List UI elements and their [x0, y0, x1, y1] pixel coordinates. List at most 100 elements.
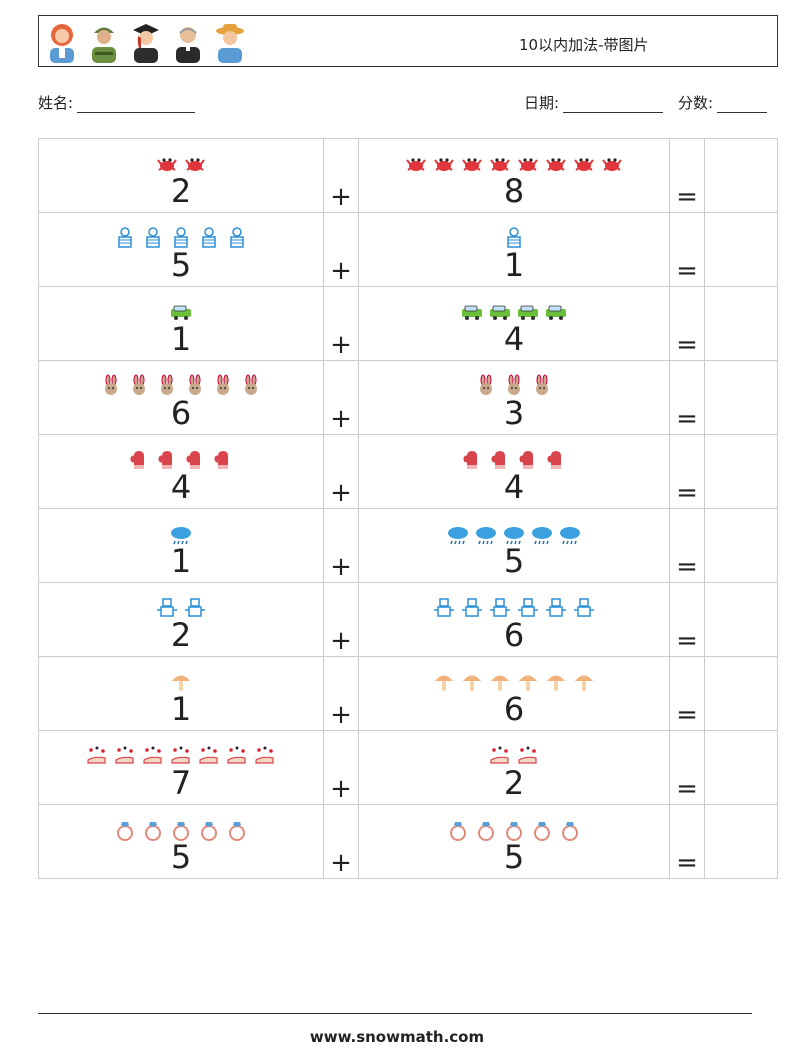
mitten-icon [130, 451, 144, 469]
sheet-title: 10以内加法-带图片 [519, 36, 649, 54]
addend-a: 1 [170, 320, 192, 358]
robot-icon [462, 598, 482, 617]
problem-row: 1 + 6 = [38, 656, 778, 731]
problem-row: 2 + 8 = [38, 138, 778, 213]
addend-a: 5 [170, 838, 192, 876]
addend-b-icons [359, 669, 669, 695]
crab-icon [462, 158, 482, 171]
score-blank[interactable] [717, 96, 768, 113]
answer-cell[interactable] [704, 360, 778, 435]
answer-cell[interactable] [704, 286, 778, 361]
addend-a-icons [39, 743, 323, 769]
addend-a-icons [39, 151, 323, 177]
magic-hand-icon [143, 746, 162, 764]
rain-cloud-icon [504, 527, 524, 545]
equals-sign: = [669, 212, 705, 287]
addend-a: 5 [170, 246, 192, 284]
addend-a-icons [39, 521, 323, 547]
magic-hand-icon [87, 746, 106, 764]
farmer-icon [216, 24, 244, 63]
addend-b-cell: 1 [358, 212, 670, 287]
addend-b-cell: 6 [358, 656, 670, 731]
addend-a-icons [39, 669, 323, 695]
answer-cell[interactable] [704, 582, 778, 657]
addend-b-icons [359, 151, 669, 177]
header-box: 10以内加法-带图片 [38, 15, 778, 67]
robot-icon [518, 598, 538, 617]
equals-sign: = [669, 582, 705, 657]
rain-cloud-icon [476, 527, 496, 545]
problem-row: 1 + 5 = [38, 508, 778, 583]
mushroom-icon [463, 675, 481, 691]
addend-b: 8 [503, 172, 525, 210]
plus-sign: + [323, 656, 359, 731]
addend-a-cell: 1 [38, 286, 324, 361]
ring-icon [562, 822, 578, 841]
addend-a-cell: 4 [38, 434, 324, 509]
addend-b: 3 [503, 394, 525, 432]
equals-sign: = [669, 138, 705, 213]
plus-sign: + [323, 730, 359, 805]
graduate-icon [133, 24, 159, 63]
robot-girl-icon [146, 227, 160, 248]
equals-sign: = [669, 434, 705, 509]
problem-row: 2 + 6 = [38, 582, 778, 657]
rabbit-icon [189, 374, 201, 395]
footer-url[interactable]: www.snowmath.com [309, 1028, 485, 1046]
addend-a: 1 [170, 542, 192, 580]
answer-cell[interactable] [704, 804, 778, 879]
plus-sign: + [323, 286, 359, 361]
mushroom-icon [575, 675, 593, 691]
answer-cell[interactable] [704, 656, 778, 731]
addend-a-cell: 7 [38, 730, 324, 805]
ring-icon [173, 822, 189, 841]
ring-icon [145, 822, 161, 841]
addend-b: 1 [503, 246, 525, 284]
ring-icon [534, 822, 550, 841]
answer-cell[interactable] [704, 730, 778, 805]
crab-icon [434, 158, 454, 171]
problem-row: 1 + 4 = [38, 286, 778, 361]
addend-b: 2 [503, 764, 525, 802]
robot-girl-icon [202, 227, 216, 248]
addend-b-icons [359, 299, 669, 325]
date-blank[interactable] [563, 96, 664, 113]
footer-divider [38, 1013, 752, 1014]
ring-icon [229, 822, 245, 841]
answer-cell[interactable] [704, 138, 778, 213]
answer-cell[interactable] [704, 508, 778, 583]
soldier-icon [92, 27, 116, 63]
date-field[interactable]: 日期: [524, 92, 664, 113]
addend-b: 5 [503, 838, 525, 876]
equals-sign: = [669, 360, 705, 435]
name-field[interactable]: 姓名: [38, 92, 196, 113]
addend-b-icons [359, 743, 669, 769]
crab-icon [518, 158, 538, 171]
problem-row: 5 + 1 = [38, 212, 778, 287]
crab-icon [406, 158, 426, 171]
robot-icon [574, 598, 594, 617]
name-blank[interactable] [77, 96, 196, 113]
problem-grid: 2 + 8 = 5 + 1 = 1 + 4 = [38, 138, 778, 879]
problem-row: 4 + 4 = [38, 434, 778, 509]
addend-a-icons [39, 373, 323, 399]
rabbit-icon [217, 374, 229, 395]
rabbit-icon [133, 374, 145, 395]
rabbit-icon [105, 374, 117, 395]
answer-cell[interactable] [704, 212, 778, 287]
rabbit-icon [508, 374, 520, 395]
ring-icon [117, 822, 133, 841]
problem-row: 5 + 5 = [38, 804, 778, 879]
rain-cloud-icon [448, 527, 468, 545]
ring-icon [450, 822, 466, 841]
answer-cell[interactable] [704, 434, 778, 509]
addend-a-cell: 5 [38, 804, 324, 879]
equals-sign: = [669, 508, 705, 583]
addend-b-cell: 5 [358, 804, 670, 879]
rabbit-icon [245, 374, 257, 395]
mushroom-icon [172, 675, 190, 691]
woman-icon [50, 24, 74, 63]
addend-b-cell: 8 [358, 138, 670, 213]
score-field[interactable]: 分数: [678, 92, 768, 113]
plus-sign: + [323, 582, 359, 657]
